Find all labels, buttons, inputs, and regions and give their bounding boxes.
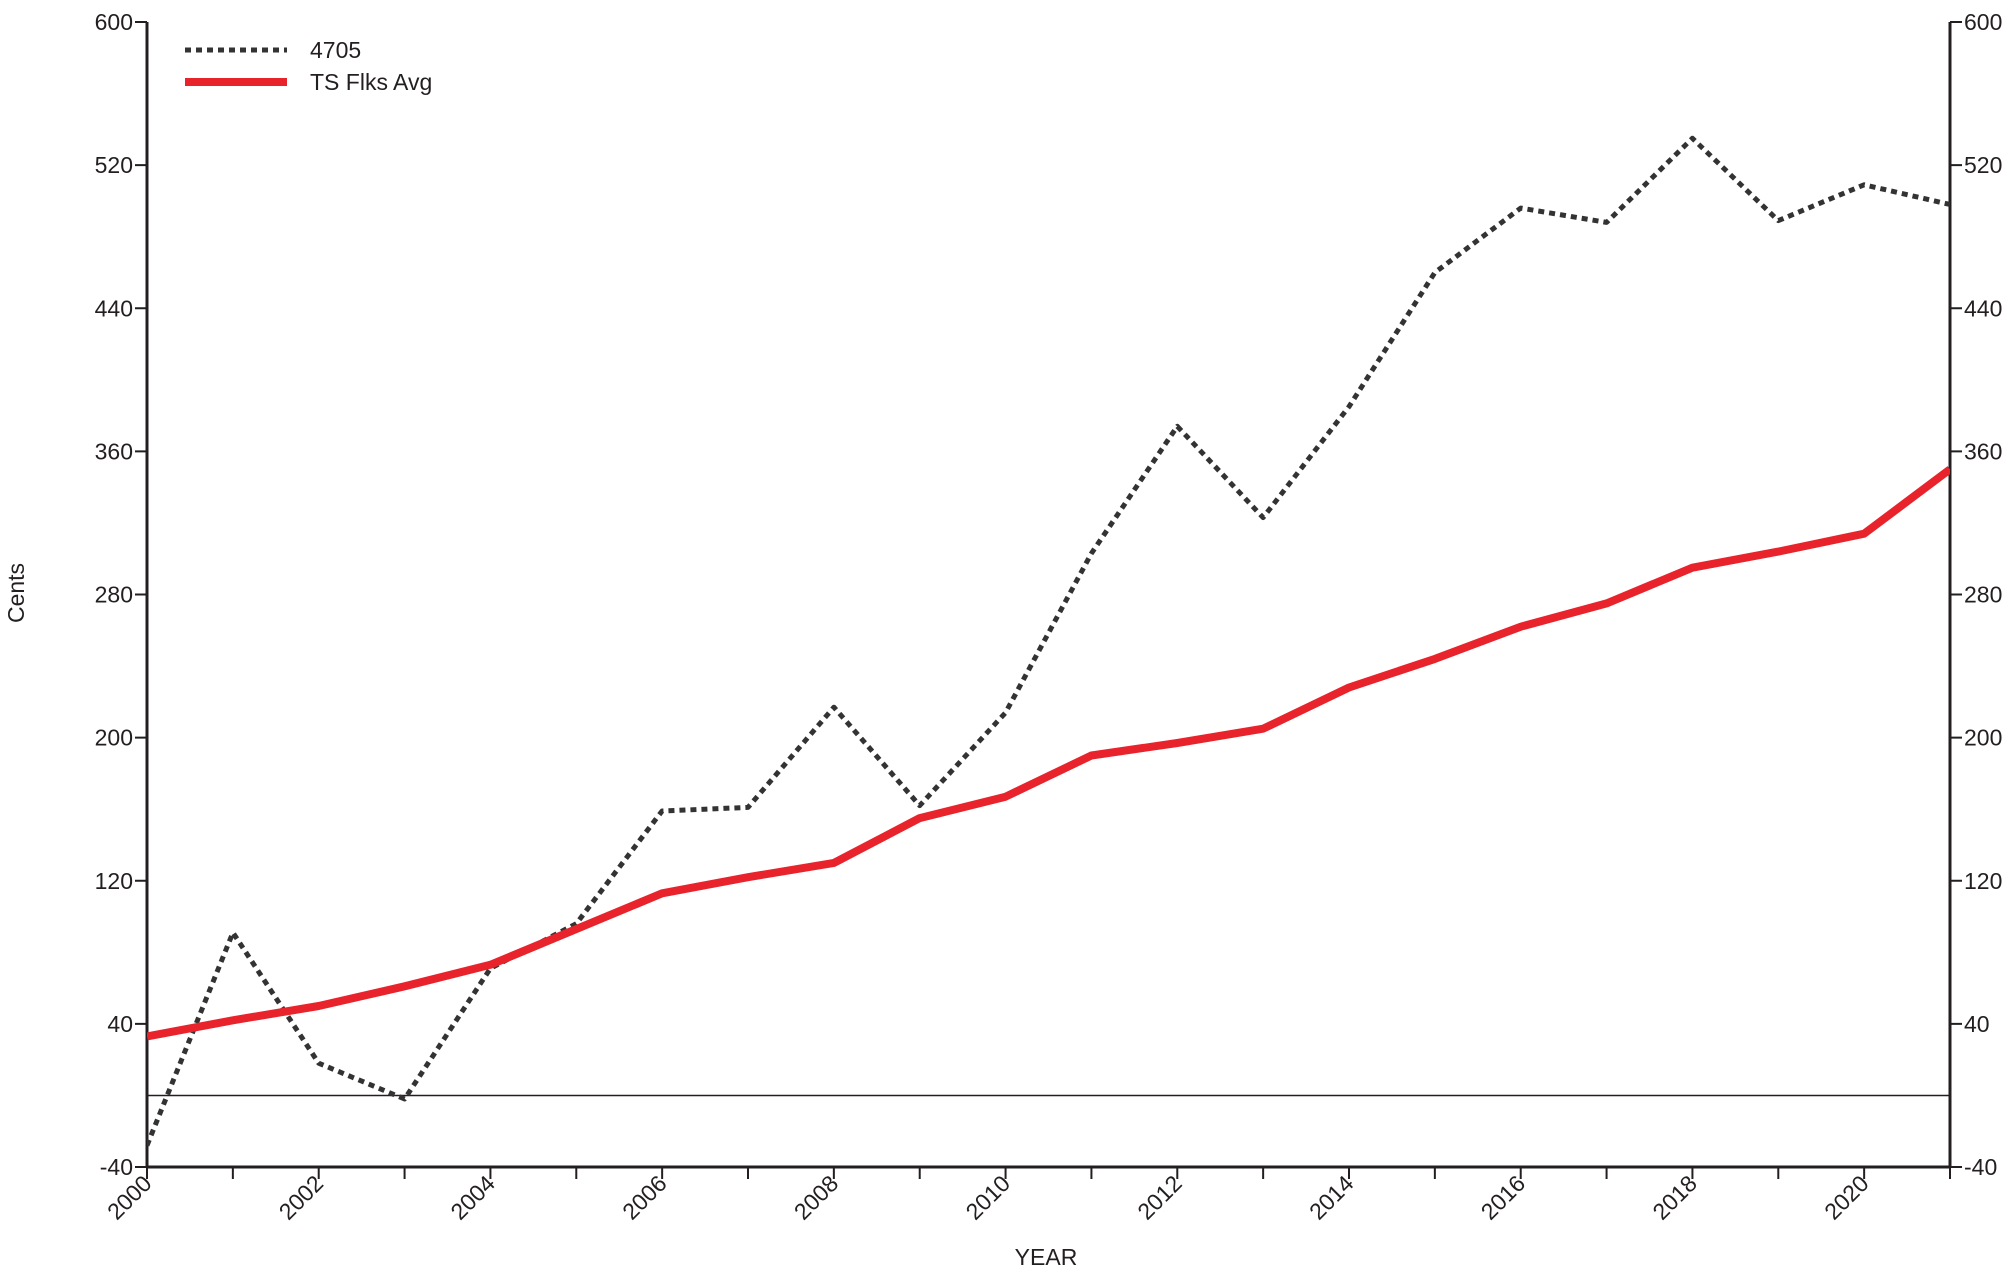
x-tick-label: 2012: [1132, 1170, 1187, 1225]
series-line-1: [147, 466, 1950, 1041]
x-tick-label: 2008: [789, 1170, 844, 1225]
x-tick-label: 2020: [1819, 1170, 1874, 1225]
x-tick-label: 2014: [1304, 1170, 1359, 1225]
y-tick-label-right: 440: [1964, 295, 2002, 321]
x-tick-label: 2010: [961, 1170, 1016, 1225]
y-tick-label-left: 600: [95, 9, 133, 35]
legend-label-0: 4705: [310, 37, 361, 63]
series-layer: [147, 135, 1950, 1147]
y-tick-label-left: 280: [95, 582, 133, 608]
x-tick-label: 2016: [1476, 1170, 1531, 1225]
y-tick-label-right: 600: [1964, 9, 2002, 35]
y-tick-label-left: 120: [95, 868, 133, 894]
axes: 600 600 520 520 440 440 360 360 280 280 200 200 120 1…: [95, 9, 2003, 1225]
y-tick-label-left: -40: [100, 1154, 133, 1180]
x-tick-label: 2002: [274, 1170, 329, 1225]
x-tick-label: 2018: [1647, 1170, 1702, 1225]
x-tick-label: 2004: [445, 1170, 500, 1225]
series-line-0: [147, 135, 1950, 1147]
y-tick-label-right: 120: [1964, 868, 2002, 894]
y-tick-label-left: 360: [95, 438, 133, 464]
y-tick-label-right: -40: [1964, 1154, 1997, 1180]
legend-label-1: TS Flks Avg: [310, 69, 432, 95]
y-tick-label-left: 200: [95, 725, 133, 751]
y-tick-label-left: 40: [107, 1011, 133, 1037]
y-tick-label-right: 40: [1964, 1011, 1990, 1037]
legend: 4705 TS Flks Avg: [185, 37, 432, 95]
x-tick-label: 2006: [617, 1170, 672, 1225]
y-tick-label-right: 200: [1964, 725, 2002, 751]
x-axis-title: YEAR: [1015, 1244, 1078, 1270]
y-tick-label-right: 280: [1964, 582, 2002, 608]
y-tick-label-right: 520: [1964, 152, 2002, 178]
y-tick-label-left: 440: [95, 295, 133, 321]
y-axis-title: Cents: [3, 563, 29, 623]
y-tick-label-right: 360: [1964, 438, 2002, 464]
y-tick-label-left: 520: [95, 152, 133, 178]
